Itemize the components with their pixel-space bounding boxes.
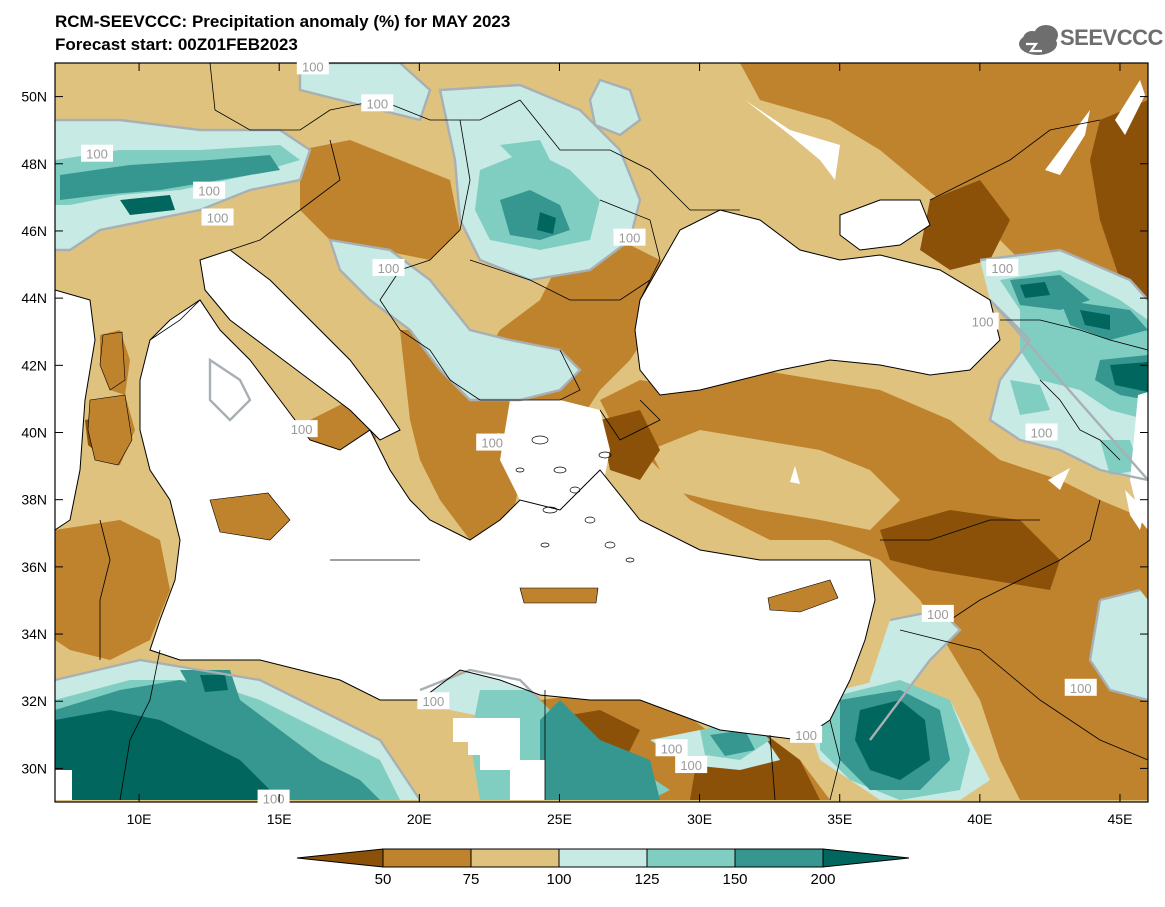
contour-label: 100 [619, 231, 641, 246]
contour-label-bg [296, 57, 329, 75]
contour-label: 100 [680, 758, 702, 773]
contour-label: 100 [1070, 681, 1092, 696]
aegean-islands [515, 435, 635, 563]
contour-label-bg [675, 756, 708, 774]
contour-label: 100 [972, 315, 994, 330]
contour-label-bg [193, 181, 226, 199]
colorbar-label: 50 [375, 871, 392, 888]
lat-tick-label: 40N [21, 425, 47, 441]
contour-label: 100 [302, 59, 324, 74]
contour-label: 100 [1031, 426, 1053, 441]
contour-label-bg [613, 228, 646, 246]
lat-tick-label: 34N [21, 626, 47, 642]
map-subtitle: Forecast start: 00Z01FEB2023 [55, 35, 298, 54]
contour-label-bg [921, 604, 954, 622]
lon-tick-label: 15E [267, 811, 292, 827]
lon-tick-label: 20E [407, 811, 432, 827]
lat-tick-label: 50N [21, 89, 47, 105]
lat-tick-label: 38N [21, 492, 47, 508]
lon-tick-label: 25E [547, 811, 572, 827]
lon-tick-label: 30E [687, 811, 712, 827]
contour-label: 100 [86, 147, 108, 162]
sea-mask [55, 80, 1148, 800]
map-field [55, 63, 1148, 802]
contour-label-bg [81, 144, 114, 162]
contour-label-bg [655, 739, 688, 757]
contour-label-bg [417, 692, 450, 710]
colorbar-swatch [558, 848, 648, 868]
contour-label-bg [285, 420, 318, 438]
islands [87, 331, 839, 613]
coastlines [55, 199, 1001, 741]
colorbar-label: 200 [810, 871, 835, 888]
colorbar-label: 125 [634, 871, 659, 888]
contour-label: 100 [481, 436, 503, 451]
contour-label-bg [986, 258, 1019, 276]
contour-label-bg [361, 94, 394, 112]
contour-label-bg [476, 433, 509, 451]
contour-label: 100 [263, 792, 285, 807]
lat-tick-label: 42N [21, 357, 47, 373]
contour-label: 100 [207, 211, 229, 226]
colorbar-swatch [470, 848, 560, 868]
contour-label: 100 [661, 741, 683, 756]
contour-label-bg [1025, 423, 1058, 441]
logo-text: SEEVCCC [1060, 25, 1163, 50]
contour-labels: 100 100 100 100 100 100 100 100 100 100 100 100 100 1… [81, 57, 1097, 807]
colorbar-swatch [296, 848, 384, 868]
map-title: RCM-SEEVCCC: Precipitation anomaly (%) f… [55, 12, 511, 31]
lon-tick-label: 40E [967, 811, 992, 827]
lon-tick-label: 45E [1108, 811, 1133, 827]
colorbar-swatch [382, 848, 472, 868]
cloud-icon [1019, 25, 1058, 55]
lat-tick-label: 46N [21, 223, 47, 239]
field-extreme-wet [55, 195, 1148, 800]
contour-label: 100 [991, 261, 1013, 276]
contour-label-bg [1064, 678, 1097, 696]
country-borders [99, 63, 1148, 801]
contour-label: 100 [198, 184, 220, 199]
colorbar-swatch [822, 848, 910, 868]
contour-label: 100 [795, 728, 817, 743]
contour-label: 100 [378, 261, 400, 276]
lon-tick-label: 10E [127, 811, 152, 827]
contour-label-bg [201, 208, 234, 226]
lat-tick-label: 32N [21, 693, 47, 709]
lat-tick-label: 36N [21, 559, 47, 575]
colorbar-swatch [646, 848, 736, 868]
lat-tick-label: 30N [21, 760, 47, 776]
colorbar-label: 75 [463, 871, 480, 888]
colorbar-swatch [734, 848, 824, 868]
colorbar-label: 100 [546, 871, 571, 888]
contour-label: 100 [366, 96, 388, 111]
lat-tick-label: 44N [21, 290, 47, 306]
contour-label: 100 [422, 694, 444, 709]
latitude-axis: 50N 48N 46N 44N 42N 40N 38N 36N 34N 32N 30N [21, 89, 1148, 776]
colorbar: 50 75 100 125 150 200 [296, 848, 910, 888]
contour-label-bg [966, 312, 999, 330]
colorbar-label: 150 [722, 871, 747, 888]
lon-tick-label: 35E [827, 811, 852, 827]
contour-label: 100 [927, 607, 949, 622]
contour-label-bg [372, 258, 405, 276]
contour-label: 100 [291, 422, 313, 437]
contour-label-bg [790, 725, 823, 743]
lat-tick-label: 48N [21, 156, 47, 172]
contour-label-bg [257, 789, 290, 807]
longitude-axis: 10E 15E 20E 25E 30E 35E 40E 45E [127, 63, 1133, 827]
